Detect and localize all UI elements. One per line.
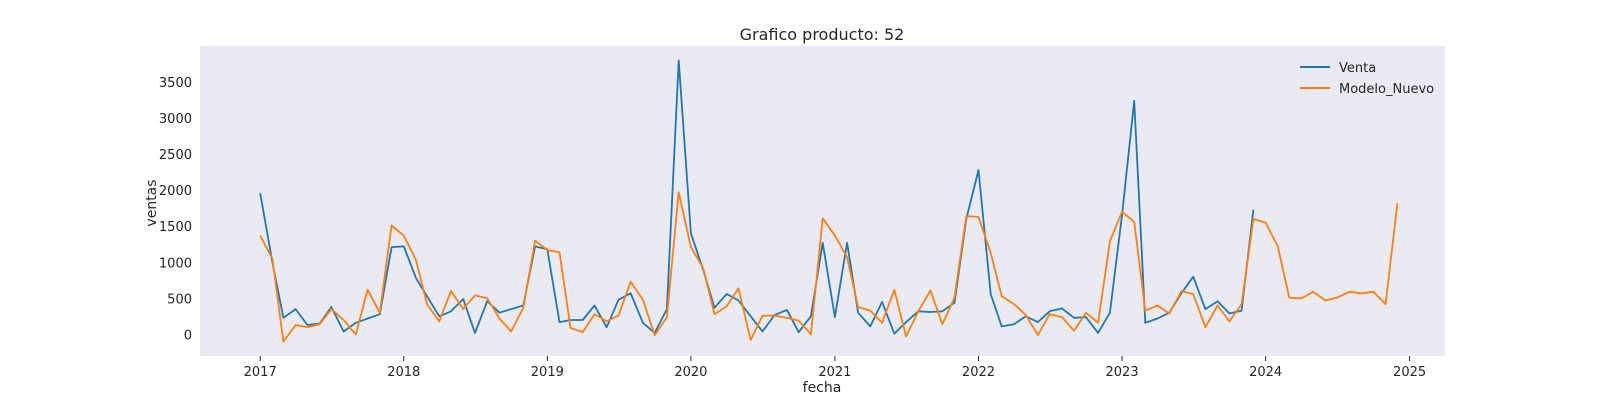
y-tick-label: 1500 (159, 220, 192, 235)
y-tick-label: 2500 (159, 148, 192, 163)
y-tick-label: 1000 (159, 256, 192, 271)
x-tick-label: 2022 (962, 365, 995, 380)
y-tick-label: 0 (184, 328, 192, 343)
legend-label-modelo-nuevo: Modelo_Nuevo (1339, 82, 1434, 97)
y-tick-label: 2000 (159, 184, 192, 199)
x-axis-ticks: 2017 2018 2019 2020 2021 2022 2023 2024 2025 (244, 356, 1426, 380)
x-tick-label: 2019 (531, 365, 564, 380)
series-lines (259, 59, 1399, 343)
x-tick-label: 2023 (1106, 365, 1139, 380)
legend-label-venta: Venta (1339, 61, 1376, 76)
y-axis-ticks: 0 500 1000 1500 2000 2500 3000 3500 (159, 76, 192, 343)
x-tick-label: 2017 (244, 365, 277, 380)
x-tick-label: 2024 (1249, 365, 1282, 380)
x-axis-label: fecha (803, 380, 842, 396)
series-line-modelo-nuevo (259, 191, 1399, 343)
y-tick-label: 3500 (159, 76, 192, 91)
y-tick-label: 500 (167, 292, 192, 307)
x-tick-label: 2018 (387, 365, 420, 380)
legend: Venta Modelo_Nuevo (1300, 61, 1434, 97)
x-tick-label: 2020 (674, 365, 707, 380)
x-tick-label: 2025 (1393, 365, 1426, 380)
plot-background (200, 46, 1445, 356)
y-axis-label: ventas (144, 179, 160, 226)
y-tick-label: 3000 (159, 112, 192, 127)
x-tick-label: 2021 (818, 365, 851, 380)
chart-title: Grafico producto: 52 (740, 25, 905, 44)
